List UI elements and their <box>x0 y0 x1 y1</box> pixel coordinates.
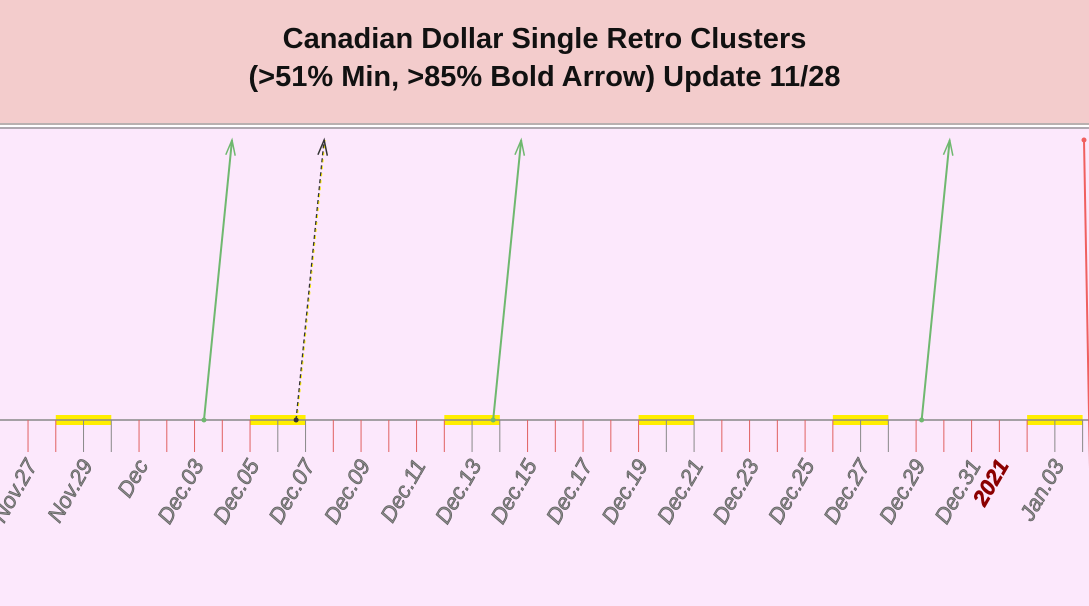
arrow-origin <box>293 417 299 423</box>
arrow-origin <box>1081 137 1087 143</box>
arrow-head <box>225 137 236 156</box>
arrow-shaft <box>920 139 951 421</box>
arrow-shaft <box>295 139 325 421</box>
arrow-origin <box>919 417 925 423</box>
arrow-head <box>514 137 526 156</box>
arrow-origin <box>201 417 207 423</box>
chart-title: Canadian Dollar Single Retro Clusters <box>282 23 807 55</box>
arrow-head <box>317 137 329 156</box>
chart-subtitle: (>51% Min, >85% Bold Arrow) Update 11/28 <box>248 61 841 93</box>
arrow-origin <box>490 417 496 423</box>
title-banner: Canadian Dollar Single Retro Clusters (>… <box>0 0 1089 125</box>
arrow-shaft <box>202 139 234 421</box>
arrow-shaft-highlight <box>296 139 326 421</box>
arrow-shaft <box>492 139 523 421</box>
arrow-shaft <box>1083 139 1089 469</box>
plot-background <box>0 127 1089 606</box>
arrow-head <box>942 137 954 156</box>
